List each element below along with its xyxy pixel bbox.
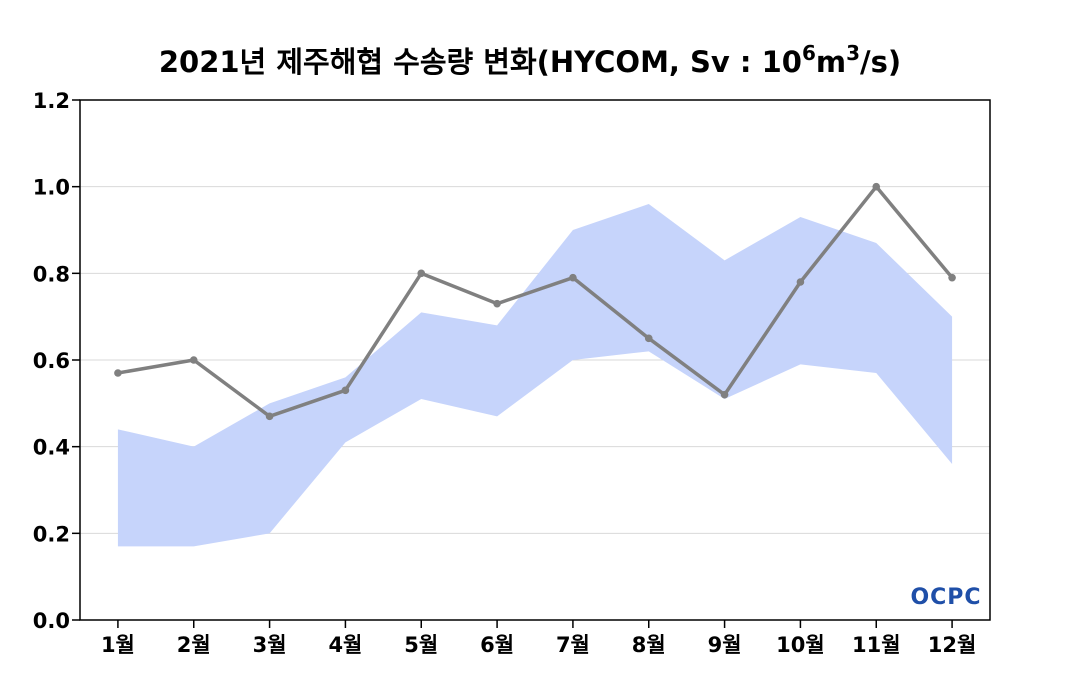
- x-tick-label: 1월: [101, 633, 135, 657]
- series-line-layer: [114, 182, 956, 421]
- ocpc-logo-text: OCPC: [910, 585, 981, 610]
- ocpc-logo: OCPC: [910, 585, 981, 610]
- data-point: [872, 182, 881, 191]
- data-point: [569, 273, 577, 282]
- x-tick-label: 12월: [928, 633, 977, 657]
- x-tick-label: 3월: [253, 633, 287, 657]
- data-point: [948, 273, 956, 282]
- x-tick-label: 10월: [776, 633, 825, 657]
- x-tick-label: 5월: [404, 633, 438, 657]
- y-tick-labels: 0.0 0.2 0.4 0.6 0.8 1.0 1.2: [33, 89, 70, 633]
- data-point: [644, 334, 653, 343]
- x-tick-label: 9월: [708, 633, 742, 657]
- x-tick-label: 4월: [328, 633, 362, 657]
- data-point: [265, 412, 274, 421]
- y-tick-label: 1.2: [33, 89, 70, 113]
- range-band: [117, 204, 953, 547]
- y-tick-label: 0.0: [33, 609, 70, 633]
- data-point: [796, 278, 805, 286]
- axes: [72, 99, 991, 628]
- data-point: [493, 299, 501, 308]
- x-tick-labels: 1월 2월 3월 4월 5월 6월 7월 8월 9월 10월 11월 12월: [101, 633, 976, 657]
- y-tick-label: 0.8: [33, 262, 70, 286]
- x-tick-label: 8월: [632, 633, 666, 657]
- data-point: [341, 386, 350, 395]
- y-tick-label: 0.4: [33, 436, 70, 460]
- data-point: [114, 369, 122, 377]
- y-tick-label: 0.6: [33, 349, 70, 373]
- series-line: [117, 184, 954, 419]
- x-tick-label: 6월: [480, 633, 514, 657]
- y-tick-label: 0.2: [33, 522, 70, 546]
- data-point: [189, 356, 198, 364]
- range-band-layer: [117, 204, 953, 547]
- data-point: [417, 269, 426, 278]
- x-tick-label: 2월: [177, 633, 211, 657]
- data-point: [720, 390, 729, 399]
- x-tick-label: 7월: [556, 633, 590, 657]
- y-tick-label: 1.0: [33, 176, 70, 200]
- x-tick-label: 11월: [852, 633, 901, 657]
- chart-title: 2021년 제주해협 수송량 변화(HYCOM, Sv : 106m3/s): [159, 41, 901, 79]
